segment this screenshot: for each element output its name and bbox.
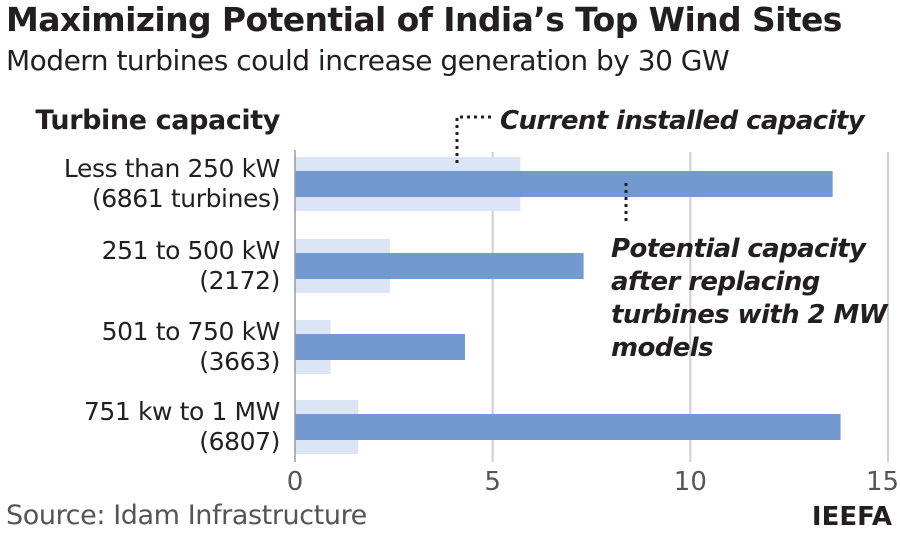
chart-title: Maximizing Potential of India’s Top Wind… xyxy=(6,0,842,39)
potential-annotation-label: turbines with 2 MW xyxy=(611,300,889,330)
category-label: 751 kw to 1 MW xyxy=(84,397,280,426)
potential-annotation-label: models xyxy=(611,333,713,363)
x-tick-label: 10 xyxy=(674,467,707,497)
category-label: 501 to 750 kW xyxy=(102,317,280,346)
category-count-label: (3663) xyxy=(199,347,280,376)
potential-capacity-bar xyxy=(295,334,465,360)
category-count-label: (2172) xyxy=(199,266,280,295)
category-label: Less than 250 kW xyxy=(64,154,280,183)
potential-annotation-label: after replacing xyxy=(611,267,820,297)
x-tick-label: 15 GW xyxy=(866,467,900,497)
category-label: 251 to 500 kW xyxy=(102,236,280,265)
potential-capacity-bar xyxy=(295,253,584,279)
potential-annotation-label: Potential capacity xyxy=(611,234,867,264)
x-tick-label: 5 xyxy=(484,467,501,497)
category-count-label: (6861 turbines) xyxy=(92,184,280,213)
potential-capacity-bar xyxy=(295,414,841,440)
x-tick-label: 0 xyxy=(287,467,304,497)
category-header: Turbine capacity xyxy=(35,105,280,136)
category-count-label: (6807) xyxy=(199,427,280,456)
brand-logo: IEEFA xyxy=(811,502,892,532)
potential-capacity-bar xyxy=(295,171,833,197)
source-note: Source: Idam Infrastructure xyxy=(6,500,367,531)
current-annotation-leader xyxy=(455,115,492,163)
current-annotation-label: Current installed capacity xyxy=(500,106,866,136)
chart-subtitle: Modern turbines could increase generatio… xyxy=(6,44,730,77)
